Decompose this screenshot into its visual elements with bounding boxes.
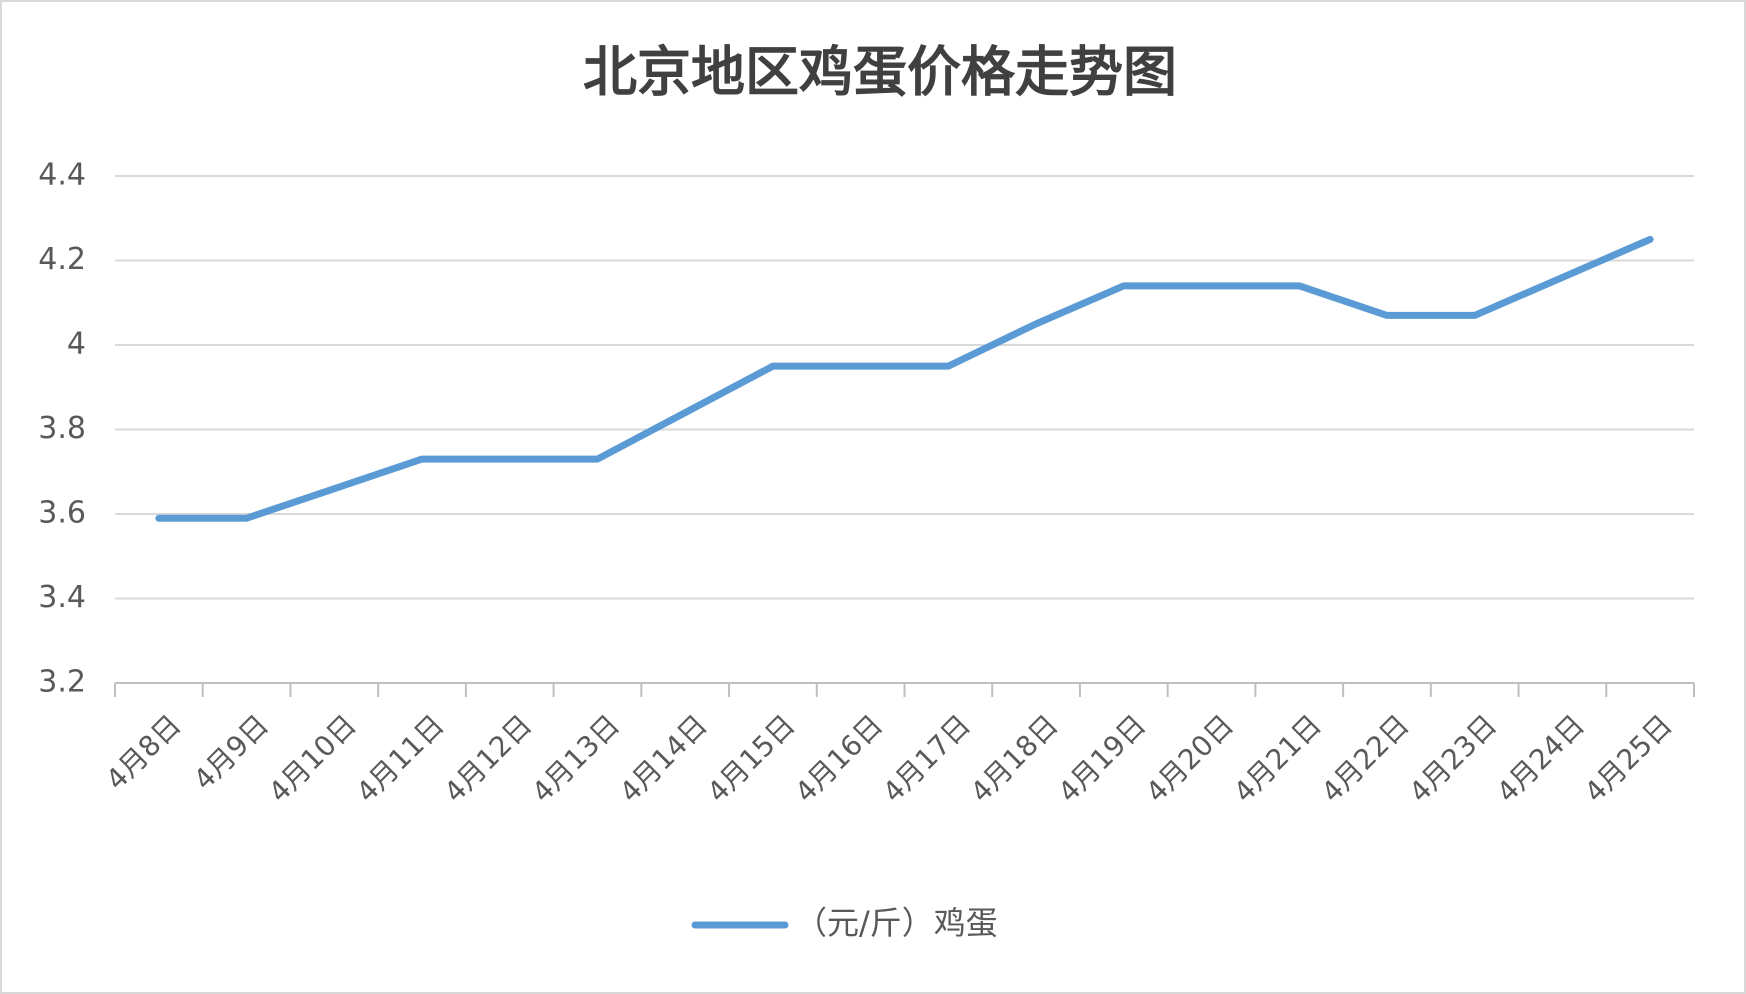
y-tick-label: 4 [67,327,86,362]
legend-label: （元/斤）鸡蛋 [795,904,998,942]
y-tick-label: 3.6 [38,496,86,531]
y-tick-label: 3.4 [38,580,86,615]
y-tick-label: 4.2 [38,242,86,277]
chart-title: 北京地区鸡蛋价格走势图 [583,41,1177,104]
series-line [155,235,1654,522]
y-tick-label: 4.4 [38,158,86,193]
y-tick-label: 3.2 [38,665,86,700]
y-tick-label: 3.8 [38,411,86,446]
